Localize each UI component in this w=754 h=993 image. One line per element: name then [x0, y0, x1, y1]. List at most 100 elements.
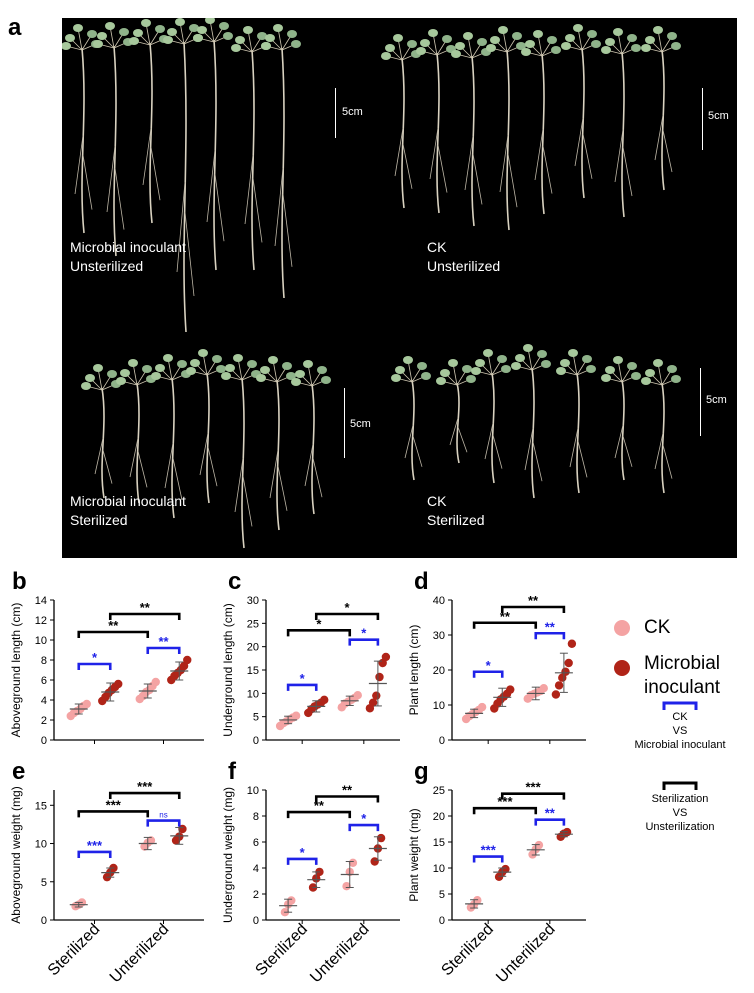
data-point — [146, 836, 156, 845]
panel-letter-g: g — [414, 758, 429, 785]
data-point — [342, 882, 351, 891]
y-tick-label: 15 — [433, 837, 445, 849]
y-axis-label: Plant length (cm) — [407, 625, 421, 716]
group-label-ck-unsterilized: CK Unsterilized — [427, 239, 501, 274]
significance-label: ** — [500, 609, 511, 624]
data-point — [375, 672, 384, 682]
panel-letter-d: d — [414, 568, 429, 595]
data-point — [381, 652, 391, 662]
y-tick-label: 6 — [253, 837, 259, 849]
significance-label: * — [316, 616, 322, 631]
y-tick-label: 25 — [247, 618, 259, 630]
y-tick-label: 4 — [41, 695, 47, 707]
seedling — [231, 26, 271, 271]
chart-underground-length: 0 5 10 15 20 25 30 Underground length (cm) * * * * — [221, 595, 400, 747]
seedling — [641, 359, 681, 494]
significance-label: * — [361, 811, 367, 826]
significance-label: ** — [528, 593, 539, 608]
significance-label: *** — [481, 843, 497, 858]
legend-within-line-2: VS — [672, 725, 688, 737]
significance-bracket — [534, 631, 566, 640]
significance-label: ** — [545, 806, 556, 821]
seedling — [129, 19, 169, 224]
y-axis-label: Aboveground length (cm) — [9, 603, 23, 738]
significance-bracket — [348, 823, 380, 832]
seedling — [81, 364, 121, 499]
panel-letter-f: f — [228, 758, 236, 785]
data-point — [539, 684, 548, 693]
significance-label: ** — [158, 634, 169, 649]
significance-bracket — [472, 670, 504, 678]
significance-label: * — [300, 845, 306, 860]
seedling — [116, 359, 156, 504]
significance-label: ns — [159, 811, 167, 820]
y-tick-label: 0 — [41, 735, 47, 747]
seedling — [256, 356, 296, 531]
significance-label: ** — [314, 798, 325, 813]
significance-label: ** — [108, 618, 119, 633]
seedling — [261, 24, 301, 299]
data-point — [320, 695, 329, 705]
significance-label: *** — [106, 797, 122, 812]
legend: CK Microbial inoculant CK VS Microbial i… — [610, 610, 750, 930]
data-point — [291, 711, 301, 720]
data-point — [551, 690, 561, 699]
y-tick-label: 20 — [433, 811, 445, 823]
group-label-ck-sterilized: CK Sterilized — [427, 493, 485, 528]
y-tick-label: 20 — [247, 642, 259, 654]
significance-bracket — [314, 795, 380, 803]
y-axis-label: Aboveground weight (mg) — [9, 786, 23, 923]
legend-within-line-1: CK — [672, 711, 688, 723]
data-point — [372, 691, 381, 700]
significance-bracket — [77, 810, 150, 818]
plant-seedlings-illustration — [62, 18, 681, 549]
significance-label: *** — [87, 838, 103, 853]
seedling — [521, 30, 561, 215]
chart-plant-weight: 0 5 10 15 20 25 Plant weight (mg) SterilizedUnt… — [407, 780, 586, 986]
legend-dot-inoculant — [614, 660, 630, 676]
panel-letter-c: c — [228, 568, 242, 595]
group-label-inoculant-unsterilized: Microbial inoculant Unsterilized — [70, 239, 186, 274]
significance-bracket — [146, 819, 181, 827]
seedling — [93, 22, 133, 257]
significance-label: * — [345, 600, 351, 615]
data-point — [368, 698, 378, 707]
legend-between-line-2: VS — [672, 807, 688, 819]
scale-label-1: 5cm — [342, 106, 363, 118]
y-tick-label: 10 — [433, 700, 445, 712]
legend-label-inoculant: Microbial inoculant — [644, 653, 721, 698]
significance-label: * — [361, 626, 367, 641]
seedling — [221, 354, 261, 549]
seedling — [511, 344, 551, 499]
significance-bracket — [77, 630, 150, 638]
y-tick-label: 25 — [433, 785, 445, 797]
panel-letter-a: a — [8, 14, 22, 41]
seedling — [291, 360, 331, 515]
significance-bracket — [146, 646, 181, 654]
group-label-inoculant-sterilized: Microbial inoculant Sterilized — [70, 493, 186, 528]
significance-bracket — [472, 855, 504, 863]
significance-bracket — [286, 857, 318, 865]
seedling — [641, 26, 681, 191]
legend-bracket-within — [662, 701, 698, 710]
seedling — [471, 349, 511, 484]
data-point — [370, 857, 379, 866]
chart-underground-weight: 0 2 4 6 8 10 Underground weight (mg) Sterilized… — [221, 783, 400, 986]
significance-bracket — [108, 791, 181, 800]
y-tick-label: 0 — [439, 915, 445, 927]
scale-label-4: 5cm — [706, 394, 727, 406]
x-category-label: Sterilized — [45, 921, 104, 980]
data-point — [183, 655, 192, 665]
seedling — [486, 26, 526, 231]
data-point — [564, 658, 573, 668]
significance-bracket — [108, 612, 181, 620]
y-tick-label: 4 — [253, 863, 259, 875]
y-tick-label: 15 — [35, 800, 47, 812]
data-point — [114, 679, 123, 689]
y-tick-label: 0 — [253, 735, 259, 747]
seedling — [601, 28, 641, 218]
y-tick-label: 2 — [253, 889, 259, 901]
seedling — [601, 356, 641, 481]
y-tick-label: 15 — [247, 665, 259, 677]
legend-within-line-3: Microbial inoculant — [634, 739, 726, 751]
